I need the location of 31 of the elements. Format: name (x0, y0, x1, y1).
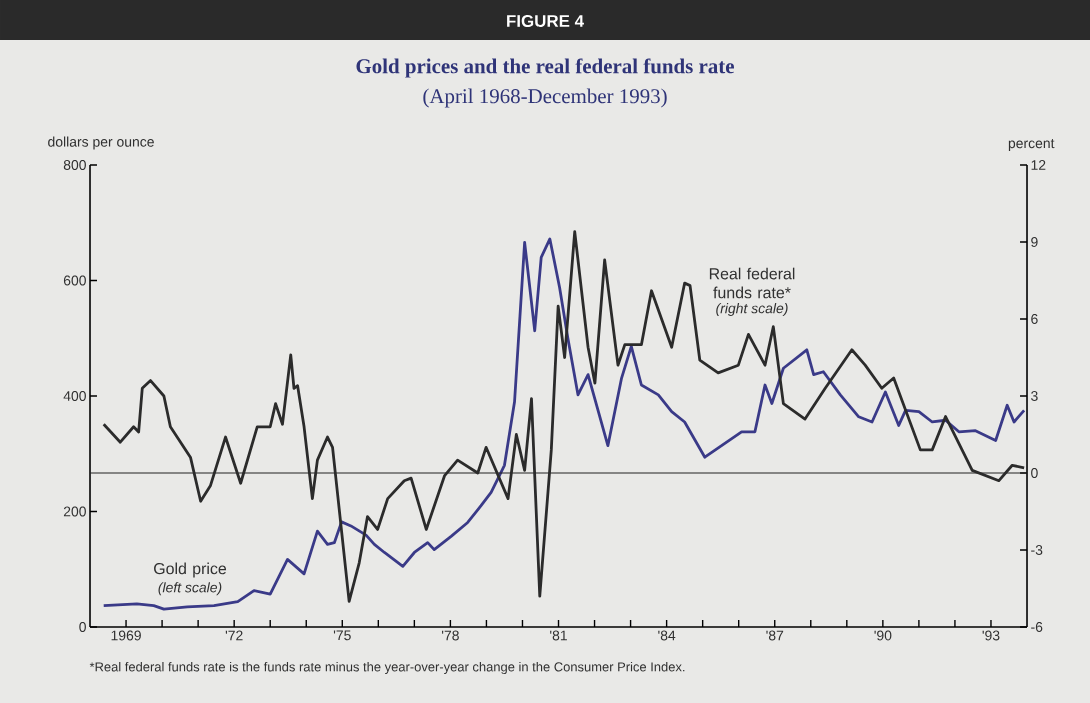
y2-tick-label: 9 (1031, 237, 1038, 247)
x-tick-label: '90 (874, 630, 892, 641)
y2-tick-label: -3 (1031, 545, 1043, 555)
y-tick-label: 600 (63, 275, 86, 286)
y2-tick-label: 6 (1031, 314, 1038, 324)
x-tick-label: 1969 (111, 630, 141, 641)
x-tick-label: '72 (225, 630, 243, 641)
y2-tick-label: 3 (1031, 391, 1038, 401)
chart-subtitle: (April 1968-December 1993) (423, 88, 667, 108)
y-tick-label: 400 (63, 391, 86, 401)
y2-tick-label: 12 (1031, 160, 1046, 170)
caption: FIGURE 4 (507, 14, 584, 27)
annotation: (right scale) (716, 303, 788, 317)
annotation: (left scale) (158, 582, 222, 596)
y2-tick-label: -6 (1031, 622, 1043, 632)
x-tick-label: '78 (442, 630, 459, 641)
series-label: Real federal funds rate* (709, 267, 795, 299)
y2-axis-title: percent (1008, 139, 1055, 151)
y2-tick-label: 0 (1031, 468, 1038, 478)
chart-title: Gold prices and the real federal funds rate (356, 58, 734, 78)
series-label: Gold price (154, 562, 227, 578)
y-tick-label: 0 (79, 622, 86, 632)
y-tick-label: 200 (63, 506, 86, 517)
x-tick-label: '93 (982, 630, 1000, 641)
y-tick-label: 800 (63, 160, 86, 170)
x-tick-label: '84 (658, 630, 676, 641)
x-tick-label: '81 (550, 630, 567, 641)
text: *Real federal funds rate is the funds rate minus the year-over-year change in the Consumer Price Index. (89, 661, 685, 675)
x-tick-label: '75 (333, 630, 351, 641)
x-tick-label: '87 (766, 630, 784, 641)
y-axis-title: dollars per ounce (48, 136, 154, 150)
